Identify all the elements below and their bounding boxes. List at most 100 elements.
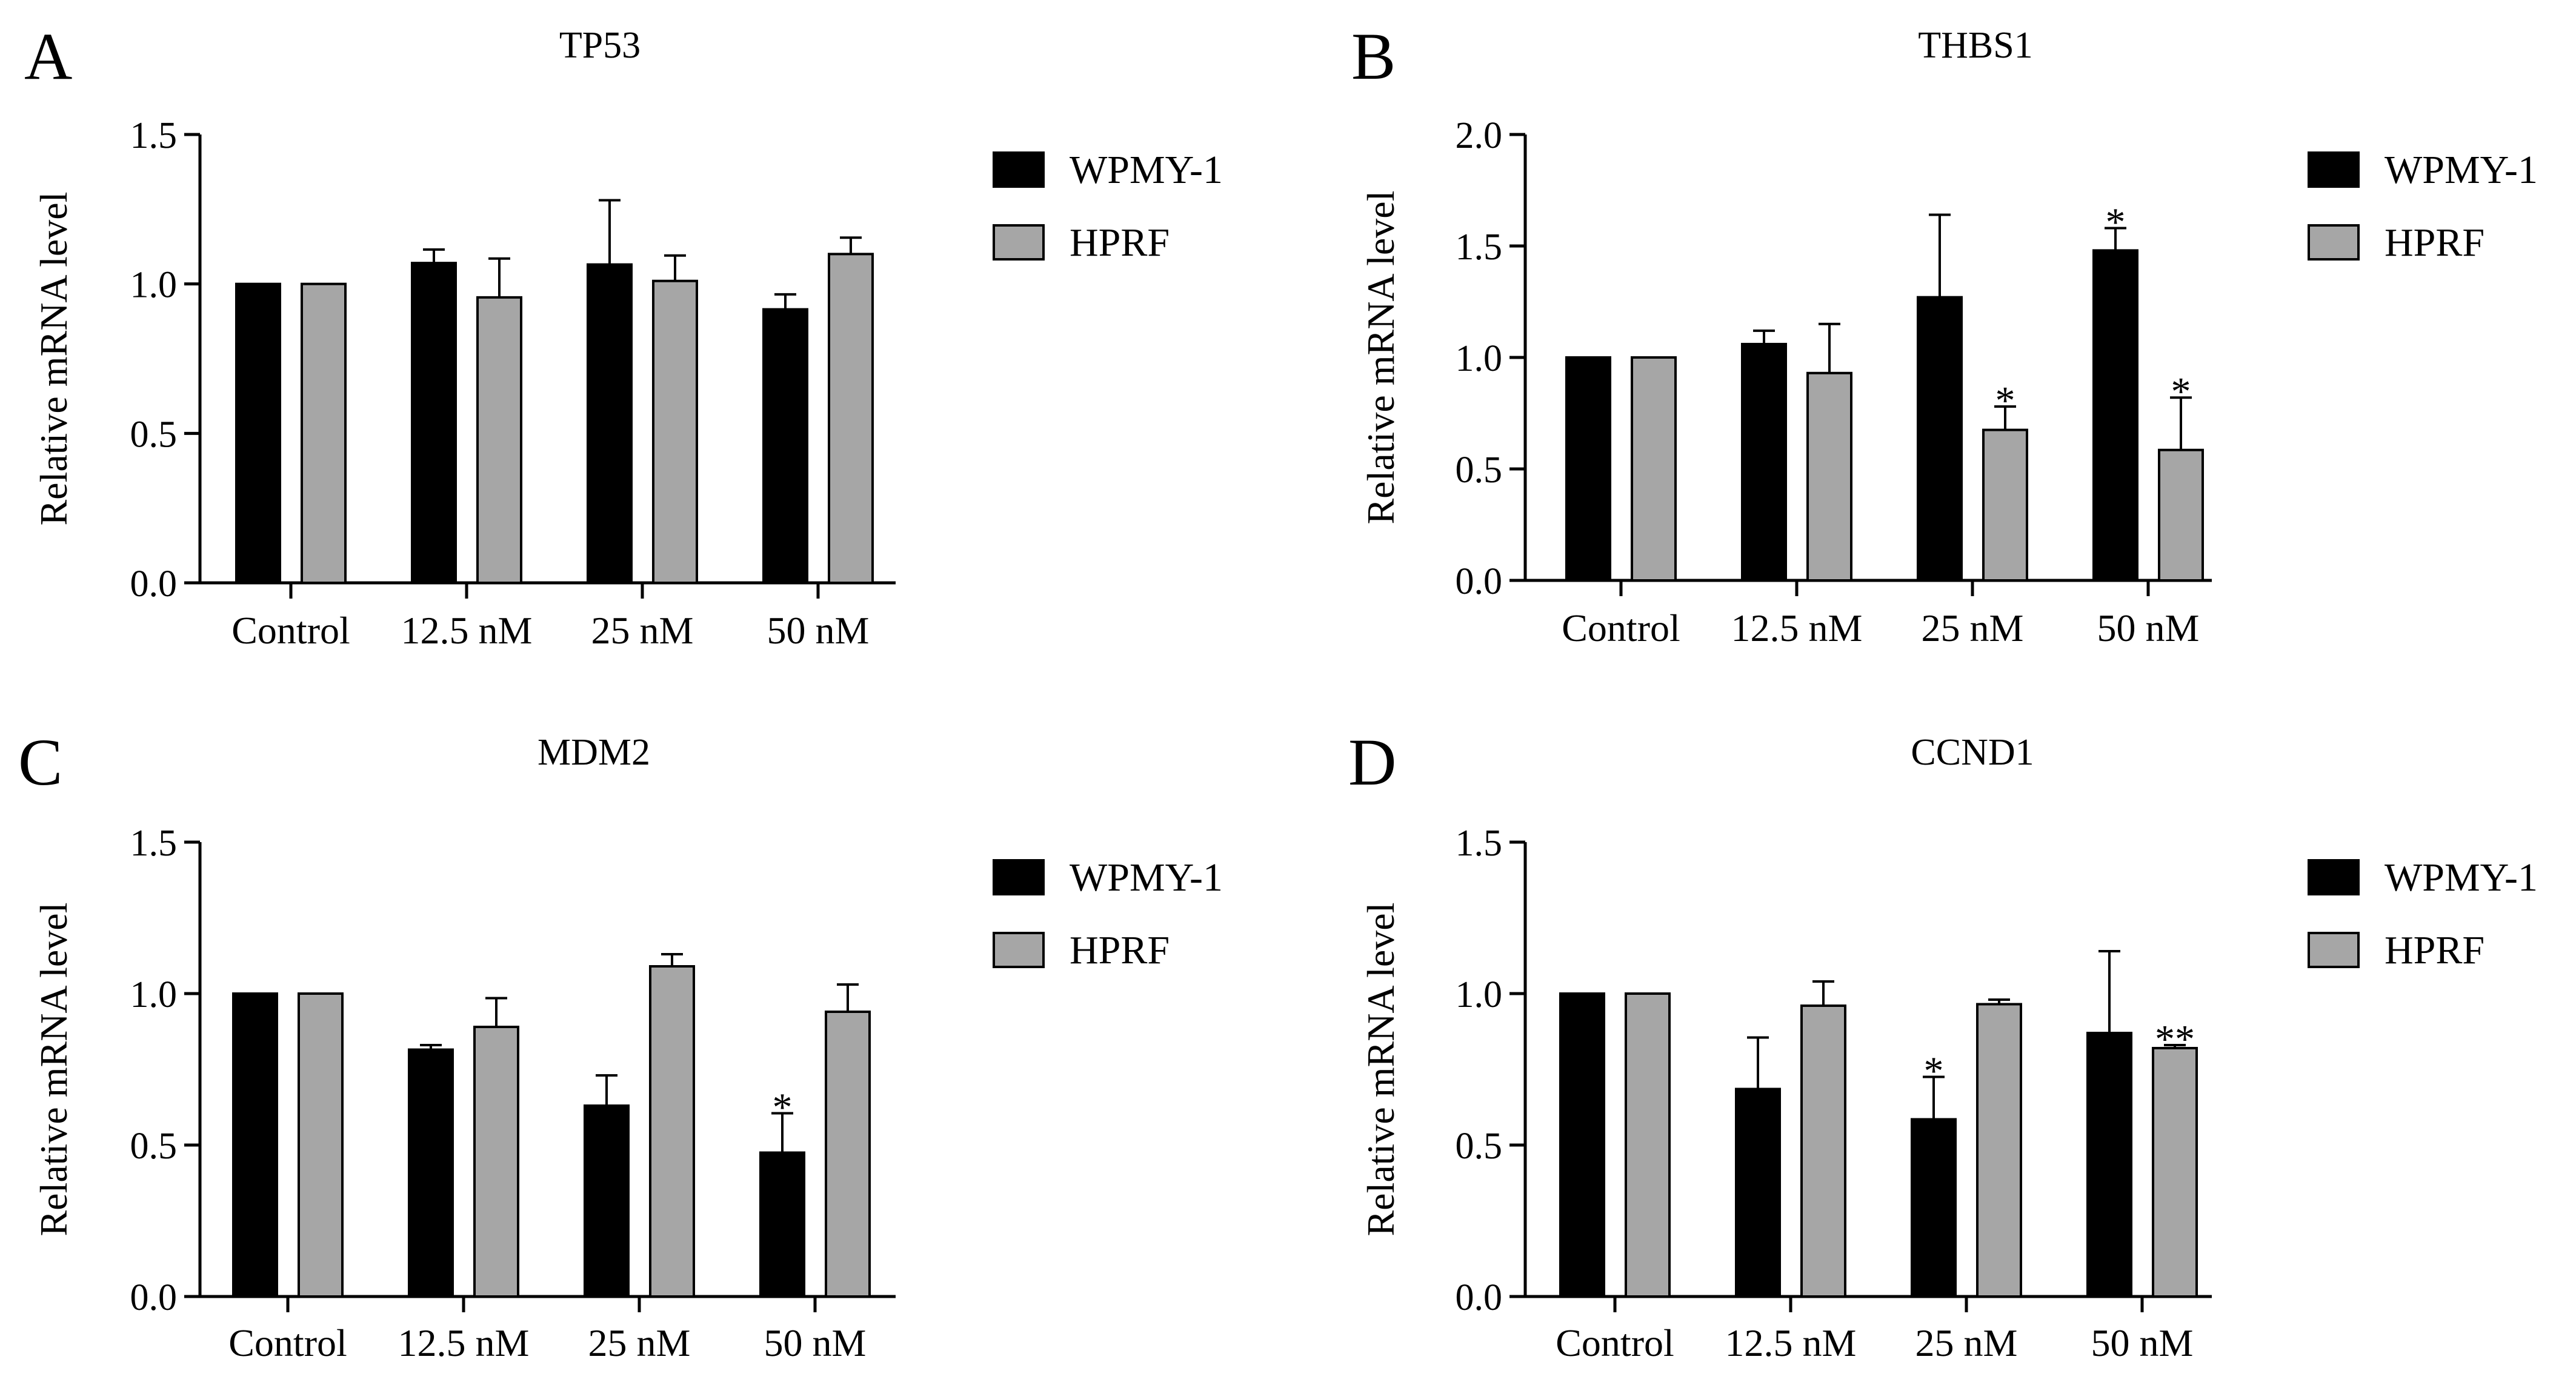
- y-axis-label: Relative mRNA level: [32, 903, 75, 1237]
- y-tick-label: 0.5: [1456, 1126, 1503, 1167]
- y-tick-label: 1.0: [130, 974, 178, 1015]
- x-tick-label: 50 nM: [2097, 606, 2200, 649]
- legend-swatch-hprf: [993, 224, 1045, 261]
- legend-label: WPMY-1: [1070, 148, 1223, 192]
- chart-panel-d: D CCND1 0.0 0.5 1.0 1.5 Relative mRNA level Con…: [1348, 725, 2538, 1364]
- legend-swatch-wpmy-1: [993, 151, 1045, 188]
- bar-hprf-2: [652, 279, 698, 584]
- bar-hprf-3: [2152, 1047, 2198, 1298]
- x-tick-label: 25 nM: [1915, 1321, 2018, 1364]
- y-tick-label: 2.0: [1456, 115, 1503, 156]
- bar-hprf-2: [1976, 1003, 2022, 1298]
- y-tick-label: 0.0: [130, 1277, 178, 1318]
- bar-hprf-3: [2158, 448, 2204, 582]
- x-tick-label: 25 nM: [591, 609, 694, 652]
- y-tick-label: 1.0: [1456, 338, 1503, 379]
- bar-wpmy-1-2: [587, 263, 633, 585]
- legend-label: HPRF: [1070, 928, 1170, 972]
- y-tick-label: 1.5: [1456, 823, 1503, 864]
- legend-label: HPRF: [1070, 221, 1170, 265]
- legend-swatch-wpmy-1: [2308, 151, 2360, 188]
- bar-wpmy-1-1: [1735, 1087, 1781, 1298]
- y-tick-label: 0.0: [1456, 1277, 1503, 1318]
- chart-title: TP53: [559, 25, 641, 66]
- bar-hprf-3: [828, 253, 874, 585]
- x-tick-label: Control: [1556, 1321, 1674, 1364]
- chart-panel-a: A TP53 0.0 0.5 1.0 1.5 Relative mRNA level Cont…: [24, 19, 1223, 652]
- legend-swatch-hprf: [2308, 224, 2360, 261]
- x-tick-label: Control: [231, 609, 350, 652]
- y-tick-label: 1.5: [1456, 227, 1503, 268]
- legend-label: WPMY-1: [2385, 148, 2538, 192]
- x-tick-label: 50 nM: [767, 609, 870, 652]
- legend-label: HPRF: [2385, 221, 2484, 265]
- x-tick-label: 12.5 nM: [1725, 1321, 1857, 1364]
- legend: WPMY-1 HPRF: [993, 855, 1223, 972]
- bar-wpmy-1-0: [235, 282, 281, 584]
- bar-wpmy-1-3: [759, 1151, 805, 1298]
- chart-title: THBS1: [1918, 25, 2032, 66]
- panel-letter: B: [1351, 19, 1396, 93]
- chart-panel-c: C MDM2 0.0 0.5 1.0 1.5 Relative mRNA level Cont…: [18, 725, 1223, 1364]
- bar-hprf-0: [301, 282, 347, 584]
- chart-title: MDM2: [537, 732, 650, 773]
- bar-hprf-1: [473, 1026, 519, 1298]
- x-tick-label: 25 nM: [1922, 606, 2024, 649]
- y-tick-label: 0.5: [130, 1126, 178, 1167]
- y-tick-label: 0.0: [130, 563, 178, 605]
- significance-marker: *: [1995, 379, 2015, 423]
- y-tick-label: 1.0: [1456, 974, 1503, 1015]
- legend: WPMY-1 HPRF: [2308, 148, 2538, 265]
- x-tick-label: 50 nM: [764, 1321, 867, 1364]
- bar-wpmy-1-2: [1911, 1118, 1957, 1298]
- y-tick-label: 1.5: [130, 823, 178, 864]
- panel-letter: D: [1348, 725, 1396, 799]
- y-tick-label: 0.5: [130, 414, 178, 455]
- bar-wpmy-1-1: [411, 262, 457, 584]
- y-tick-label: 0.5: [1456, 450, 1503, 491]
- legend-label: WPMY-1: [2385, 855, 2538, 900]
- significance-marker: **: [2155, 1017, 2195, 1061]
- legend: WPMY-1 HPRF: [993, 148, 1223, 265]
- bar-wpmy-1-0: [232, 992, 278, 1298]
- chart-panel-b: B THBS1 0.0 0.5 1.0 1.5 2.0 Relative mRNA level…: [1351, 19, 2538, 649]
- legend-label: WPMY-1: [1070, 855, 1223, 900]
- significance-marker: *: [773, 1086, 793, 1130]
- bar-wpmy-1-3: [2092, 249, 2138, 582]
- bar-hprf-3: [825, 1011, 871, 1298]
- y-axis-label: Relative mRNA level: [1359, 903, 1402, 1237]
- y-tick-label: 1.5: [130, 115, 178, 156]
- x-tick-label: Control: [1562, 606, 1680, 649]
- bar-hprf-0: [298, 992, 344, 1298]
- y-axis-label: Relative mRNA level: [1359, 191, 1402, 525]
- bar-hprf-1: [476, 296, 522, 584]
- bar-hprf-0: [1631, 356, 1677, 582]
- panel-letter: C: [18, 725, 62, 799]
- y-tick-label: 1.0: [130, 265, 178, 306]
- x-tick-label: 25 nM: [588, 1321, 691, 1364]
- bar-wpmy-1-0: [1565, 356, 1611, 582]
- y-tick-label: 0.0: [1456, 561, 1503, 602]
- legend-swatch-wpmy-1: [993, 859, 1045, 895]
- legend-label: HPRF: [2385, 928, 2484, 972]
- legend-swatch-hprf: [993, 932, 1045, 968]
- x-tick-label: 12.5 nM: [398, 1321, 530, 1364]
- x-tick-label: 12.5 nM: [401, 609, 533, 652]
- bar-wpmy-1-2: [1917, 296, 1963, 582]
- x-tick-label: Control: [228, 1321, 347, 1364]
- bar-hprf-1: [1806, 371, 1852, 582]
- bar-wpmy-1-1: [1741, 342, 1787, 582]
- bar-wpmy-1-0: [1559, 992, 1605, 1298]
- bar-wpmy-1-3: [2086, 1032, 2132, 1298]
- x-tick-label: 12.5 nM: [1731, 606, 1863, 649]
- legend: WPMY-1 HPRF: [2308, 855, 2538, 972]
- significance-marker: *: [1924, 1049, 1944, 1094]
- chart-title: CCND1: [1911, 732, 2034, 773]
- legend-swatch-hprf: [2308, 932, 2360, 968]
- x-tick-label: 50 nM: [2091, 1321, 2194, 1364]
- panel-letter: A: [24, 19, 72, 93]
- bar-hprf-1: [1800, 1004, 1846, 1298]
- bar-wpmy-1-1: [408, 1048, 454, 1298]
- significance-marker: *: [2106, 201, 2126, 245]
